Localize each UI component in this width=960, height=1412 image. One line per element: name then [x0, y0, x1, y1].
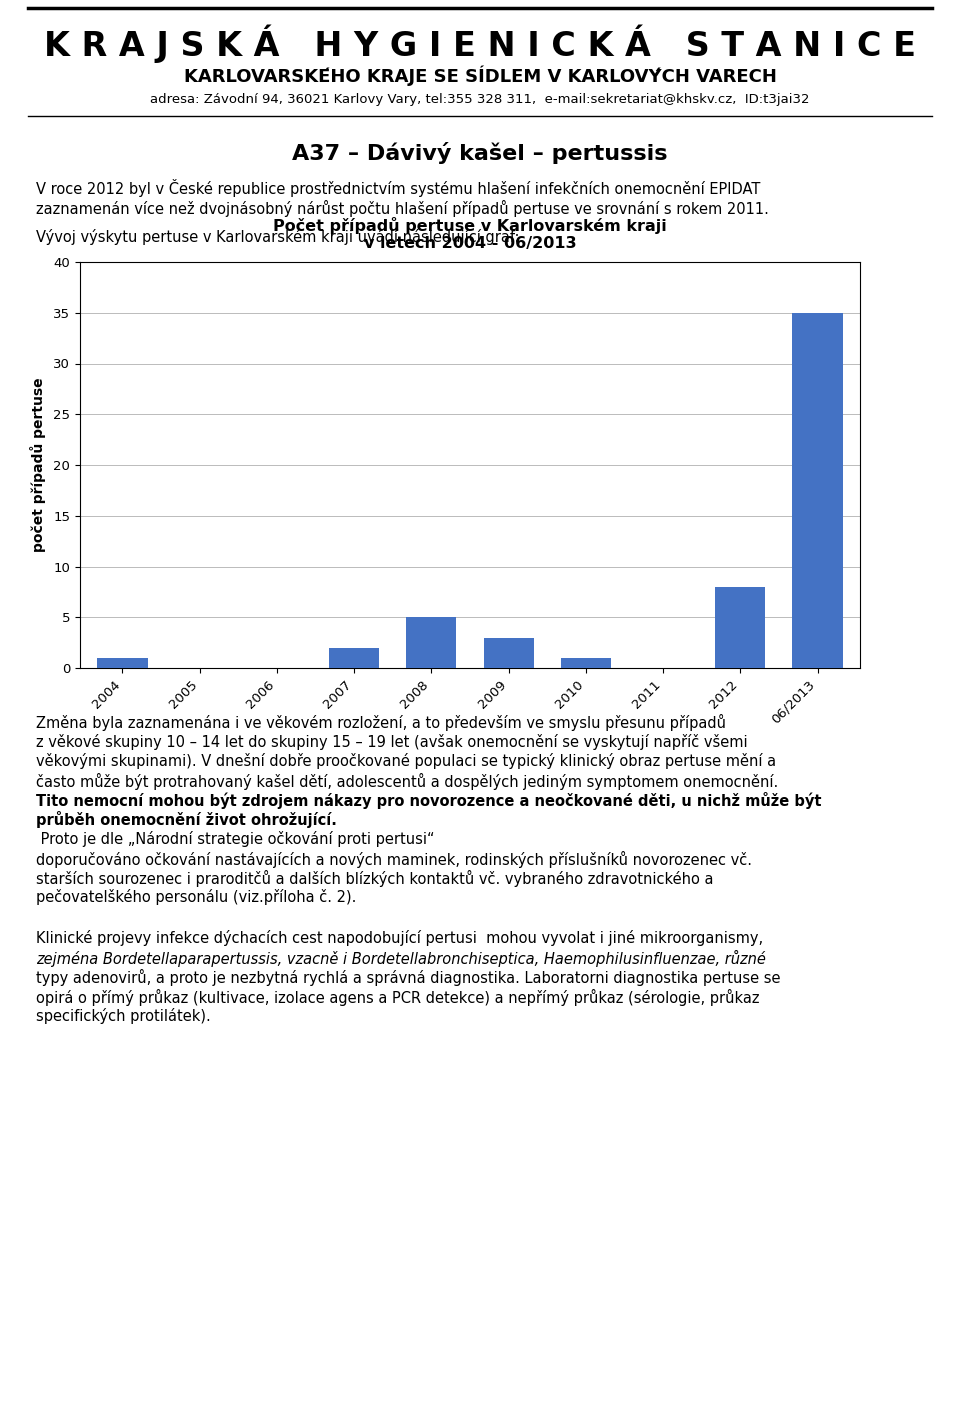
Text: Proto je dle „Národní strategie očkování proti pertusi“: Proto je dle „Národní strategie očkování…	[36, 832, 435, 847]
Text: věkovými skupinami). V dnešní dobře proočkované populaci se typický klinický obr: věkovými skupinami). V dnešní dobře proo…	[36, 753, 776, 770]
Text: zaznamenán více než dvojnásobný nárůst počtu hlašení případů pertuse ve srovnání: zaznamenán více než dvojnásobný nárůst p…	[36, 199, 769, 216]
Text: Klinické projevy infekce dýchacích cest napodobující pertusi  mohou vyvolat i ji: Klinické projevy infekce dýchacích cest …	[36, 931, 763, 946]
Bar	[406, 617, 457, 668]
Text: A37 – Dávivý kašel – pertussis: A37 – Dávivý kašel – pertussis	[292, 143, 668, 164]
Text: V roce 2012 byl v České republice prostřednictvím systému hlašení infekčních one: V roce 2012 byl v České republice prostř…	[36, 179, 760, 198]
Text: často může být protrahovaný kašel dětí, adolescentů a dospělých jediným symptome: často může být protrahovaný kašel dětí, …	[36, 772, 779, 789]
Text: průběh onemocnění život ohrožující.: průběh onemocnění život ohrožující.	[36, 812, 337, 829]
Bar	[792, 312, 843, 668]
Bar	[484, 638, 534, 668]
Text: KARLOVARSKÉHO KRAJE SE SÍDLEM V KARLOVÝCH VARECH: KARLOVARSKÉHO KRAJE SE SÍDLEM V KARLOVY…	[183, 66, 777, 86]
Text: pečovatelškého personálu (viz.příloha č. 2).: pečovatelškého personálu (viz.příloha č.…	[36, 890, 356, 905]
Y-axis label: počet případů pertuse: počet případů pertuse	[31, 377, 46, 552]
Text: K R A J S K Á   H Y G I E N I C K Á   S T A N I C E: K R A J S K Á H Y G I E N I C K Á S T A …	[44, 25, 916, 64]
Text: Změna byla zaznamenána i ve věkovém rozložení, a to především ve smyslu přesunu : Změna byla zaznamenána i ve věkovém rozl…	[36, 714, 726, 731]
Text: opirá o přímý průkaz (kultivace, izolace agens a PCR detekce) a nepřímý průkaz (: opirá o přímý průkaz (kultivace, izolace…	[36, 988, 759, 1005]
Text: z věkové skupiny 10 – 14 let do skupiny 15 – 19 let (avšak onemocnění se vyskytu: z věkové skupiny 10 – 14 let do skupiny …	[36, 733, 748, 750]
Text: starších sourozenec i praroditčů a dalších blízkých kontaktů vč. vybraného zdrav: starších sourozenec i praroditčů a další…	[36, 870, 713, 887]
Title: Počet případů pertuse v Karlovarském kraji
v letech 2004 - 06/2013: Počet případů pertuse v Karlovarském kra…	[274, 216, 667, 251]
Text: Tito nemocní mohou být zdrojem nákazy pro novorozence a neočkované děti, u nichž: Tito nemocní mohou být zdrojem nákazy pr…	[36, 792, 822, 809]
Text: doporučováno očkování nastávajících a nových maminek, rodinských příslušníků nov: doporučováno očkování nastávajících a no…	[36, 850, 752, 867]
Text: specifických protilátek).: specifických protilátek).	[36, 1008, 211, 1024]
Text: Vývoj výskytu pertuse v Karlovarském kraji uvádí následující graf:: Vývoj výskytu pertuse v Karlovarském kra…	[36, 229, 519, 246]
Text: adresa: Závodní 94, 36021 Karlovy Vary, tel:355 328 311,  e-mail:sekretariat@khs: adresa: Závodní 94, 36021 Karlovy Vary, …	[151, 93, 809, 106]
Bar	[329, 648, 379, 668]
Text: typy adenovirů, a proto je nezbytná rychlá a správná diagnostika. Laboratorni di: typy adenovirů, a proto je nezbytná rych…	[36, 969, 780, 986]
Bar	[715, 587, 765, 668]
Text: zejména Bordetellaparapertussis, vzacně i Bordetellabronchiseptica, Haemophilusi: zejména Bordetellaparapertussis, vzacně …	[36, 949, 766, 967]
Bar	[97, 658, 148, 668]
Bar	[561, 658, 611, 668]
